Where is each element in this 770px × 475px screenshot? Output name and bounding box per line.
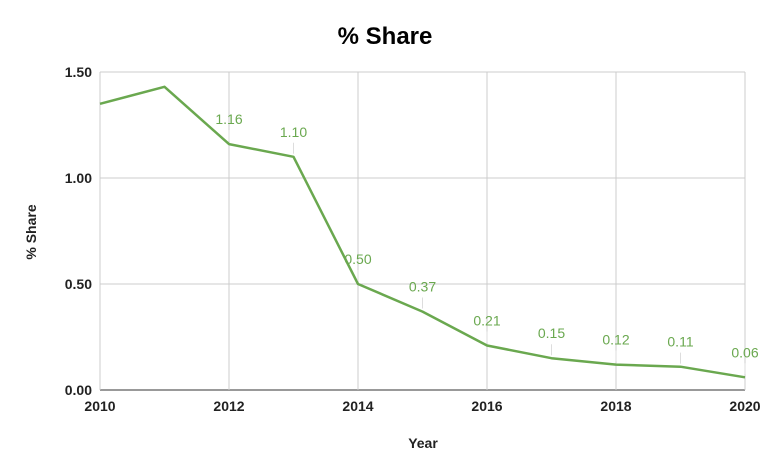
data-label: 0.15 [538,325,565,341]
data-label: 1.16 [215,111,242,127]
x-tick-label: 2016 [471,398,502,414]
grid [99,71,746,391]
x-tick-label: 2010 [84,398,115,414]
series-line [99,85,746,379]
chart-title: % Share [338,23,433,50]
series-line-group [99,85,746,379]
data-label: 0.50 [344,251,371,267]
y-tick-label: 1.00 [65,170,92,186]
x-axis-ticks: 2010 2012 2014 2016 2018 2020 [84,398,760,414]
data-label: 0.11 [667,334,693,350]
data-label: 0.12 [602,332,629,348]
y-axis-ticks: 0.00 0.50 1.00 1.50 [65,64,92,398]
y-tick-label: 1.50 [65,64,92,80]
x-tick-label: 2018 [600,398,631,414]
x-axis-title: Year [408,435,438,451]
data-label: 0.37 [409,279,436,295]
x-tick-label: 2012 [213,398,244,414]
x-tick-label: 2014 [342,398,373,414]
data-label: 1.10 [280,124,307,140]
data-labels: 1.16 1.10 0.50 0.37 0.21 0.15 0.12 0.11 0.06 [215,111,759,375]
y-axis-title: % Share [23,204,39,259]
y-tick-label: 0.50 [65,276,92,292]
x-tick-label: 2020 [729,398,760,414]
data-label: 0.06 [731,344,758,360]
data-label: 0.21 [473,312,500,328]
y-tick-label: 0.00 [65,382,92,398]
